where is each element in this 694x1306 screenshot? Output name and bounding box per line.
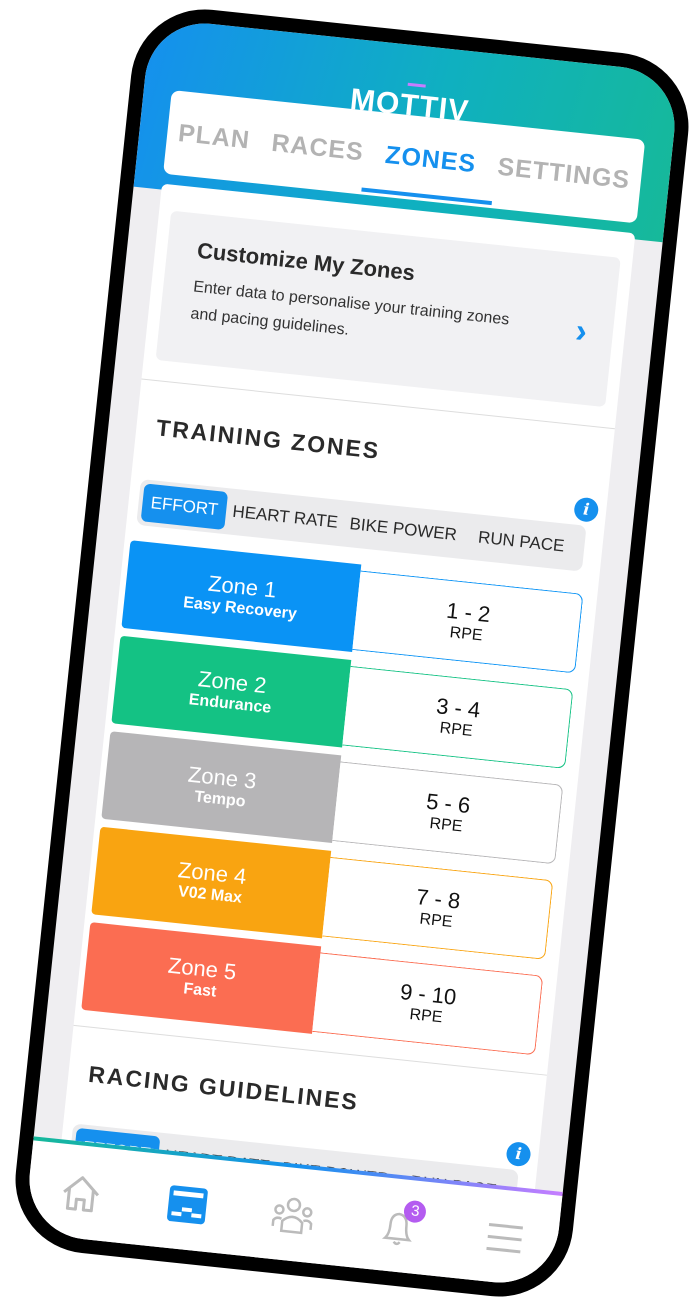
tab-plan[interactable]: PLAN: [176, 118, 252, 154]
tab-zones[interactable]: ZONES: [377, 130, 485, 190]
zone-value: 9 - 10 RPE: [312, 952, 544, 1056]
content-card: Customize My Zones Enter data to persona…: [57, 183, 636, 1228]
bottom-nav: 3: [23, 1136, 563, 1289]
zone-label: Zone 2 Endurance: [111, 635, 352, 748]
training-zones-title: TRAINING ZONES: [155, 414, 382, 464]
zone-range: 9 - 10: [398, 978, 458, 1010]
zone-value: 5 - 6 RPE: [332, 761, 564, 865]
zone-value: 7 - 8 RPE: [322, 856, 554, 960]
zone-label: Zone 4 V02 Max: [91, 826, 332, 939]
zone-value: 3 - 4 RPE: [342, 665, 574, 769]
zone-value: 1 - 2 RPE: [352, 570, 584, 674]
bell-icon: [382, 1212, 413, 1246]
zone-unit: RPE: [448, 624, 484, 645]
zone-unit: RPE: [418, 910, 454, 931]
racing-guidelines-title: RACING GUIDELINES: [87, 1060, 361, 1116]
notifications-button[interactable]: 3: [375, 1199, 428, 1249]
logo-accent: [407, 82, 426, 88]
segment-bike-power[interactable]: BIKE POWER: [348, 514, 458, 545]
zone-label: Zone 3 Tempo: [101, 731, 342, 843]
app-screen: MOTTIV PLAN RACES ZONES SETTINGS Customi…: [23, 17, 681, 1289]
zone-unit: RPE: [428, 815, 464, 836]
menu-icon[interactable]: [480, 1216, 528, 1260]
plan-icon[interactable]: [163, 1183, 211, 1227]
tab-settings[interactable]: SETTINGS: [496, 152, 632, 194]
tab-races[interactable]: RACES: [270, 128, 366, 166]
community-icon[interactable]: [269, 1194, 317, 1238]
zone-label: Zone 5 Fast: [81, 922, 322, 1034]
info-icon[interactable]: i: [505, 1140, 532, 1168]
customize-zones-card[interactable]: Customize My Zones Enter data to persona…: [155, 210, 621, 408]
phone-frame: MOTTIV PLAN RACES ZONES SETTINGS Customi…: [8, 2, 694, 1304]
zone-unit: RPE: [438, 719, 474, 740]
segment-effort[interactable]: EFFORT: [140, 483, 229, 530]
info-icon[interactable]: i: [573, 496, 600, 523]
home-icon[interactable]: [57, 1171, 105, 1215]
chevron-right-icon[interactable]: ›: [573, 311, 589, 351]
zone-unit: RPE: [408, 1006, 444, 1027]
zone-label: Zone 1 Easy Recovery: [121, 540, 362, 653]
segment-run-pace[interactable]: RUN PACE: [477, 527, 566, 556]
segment-heart-rate[interactable]: HEART RATE: [231, 501, 339, 532]
